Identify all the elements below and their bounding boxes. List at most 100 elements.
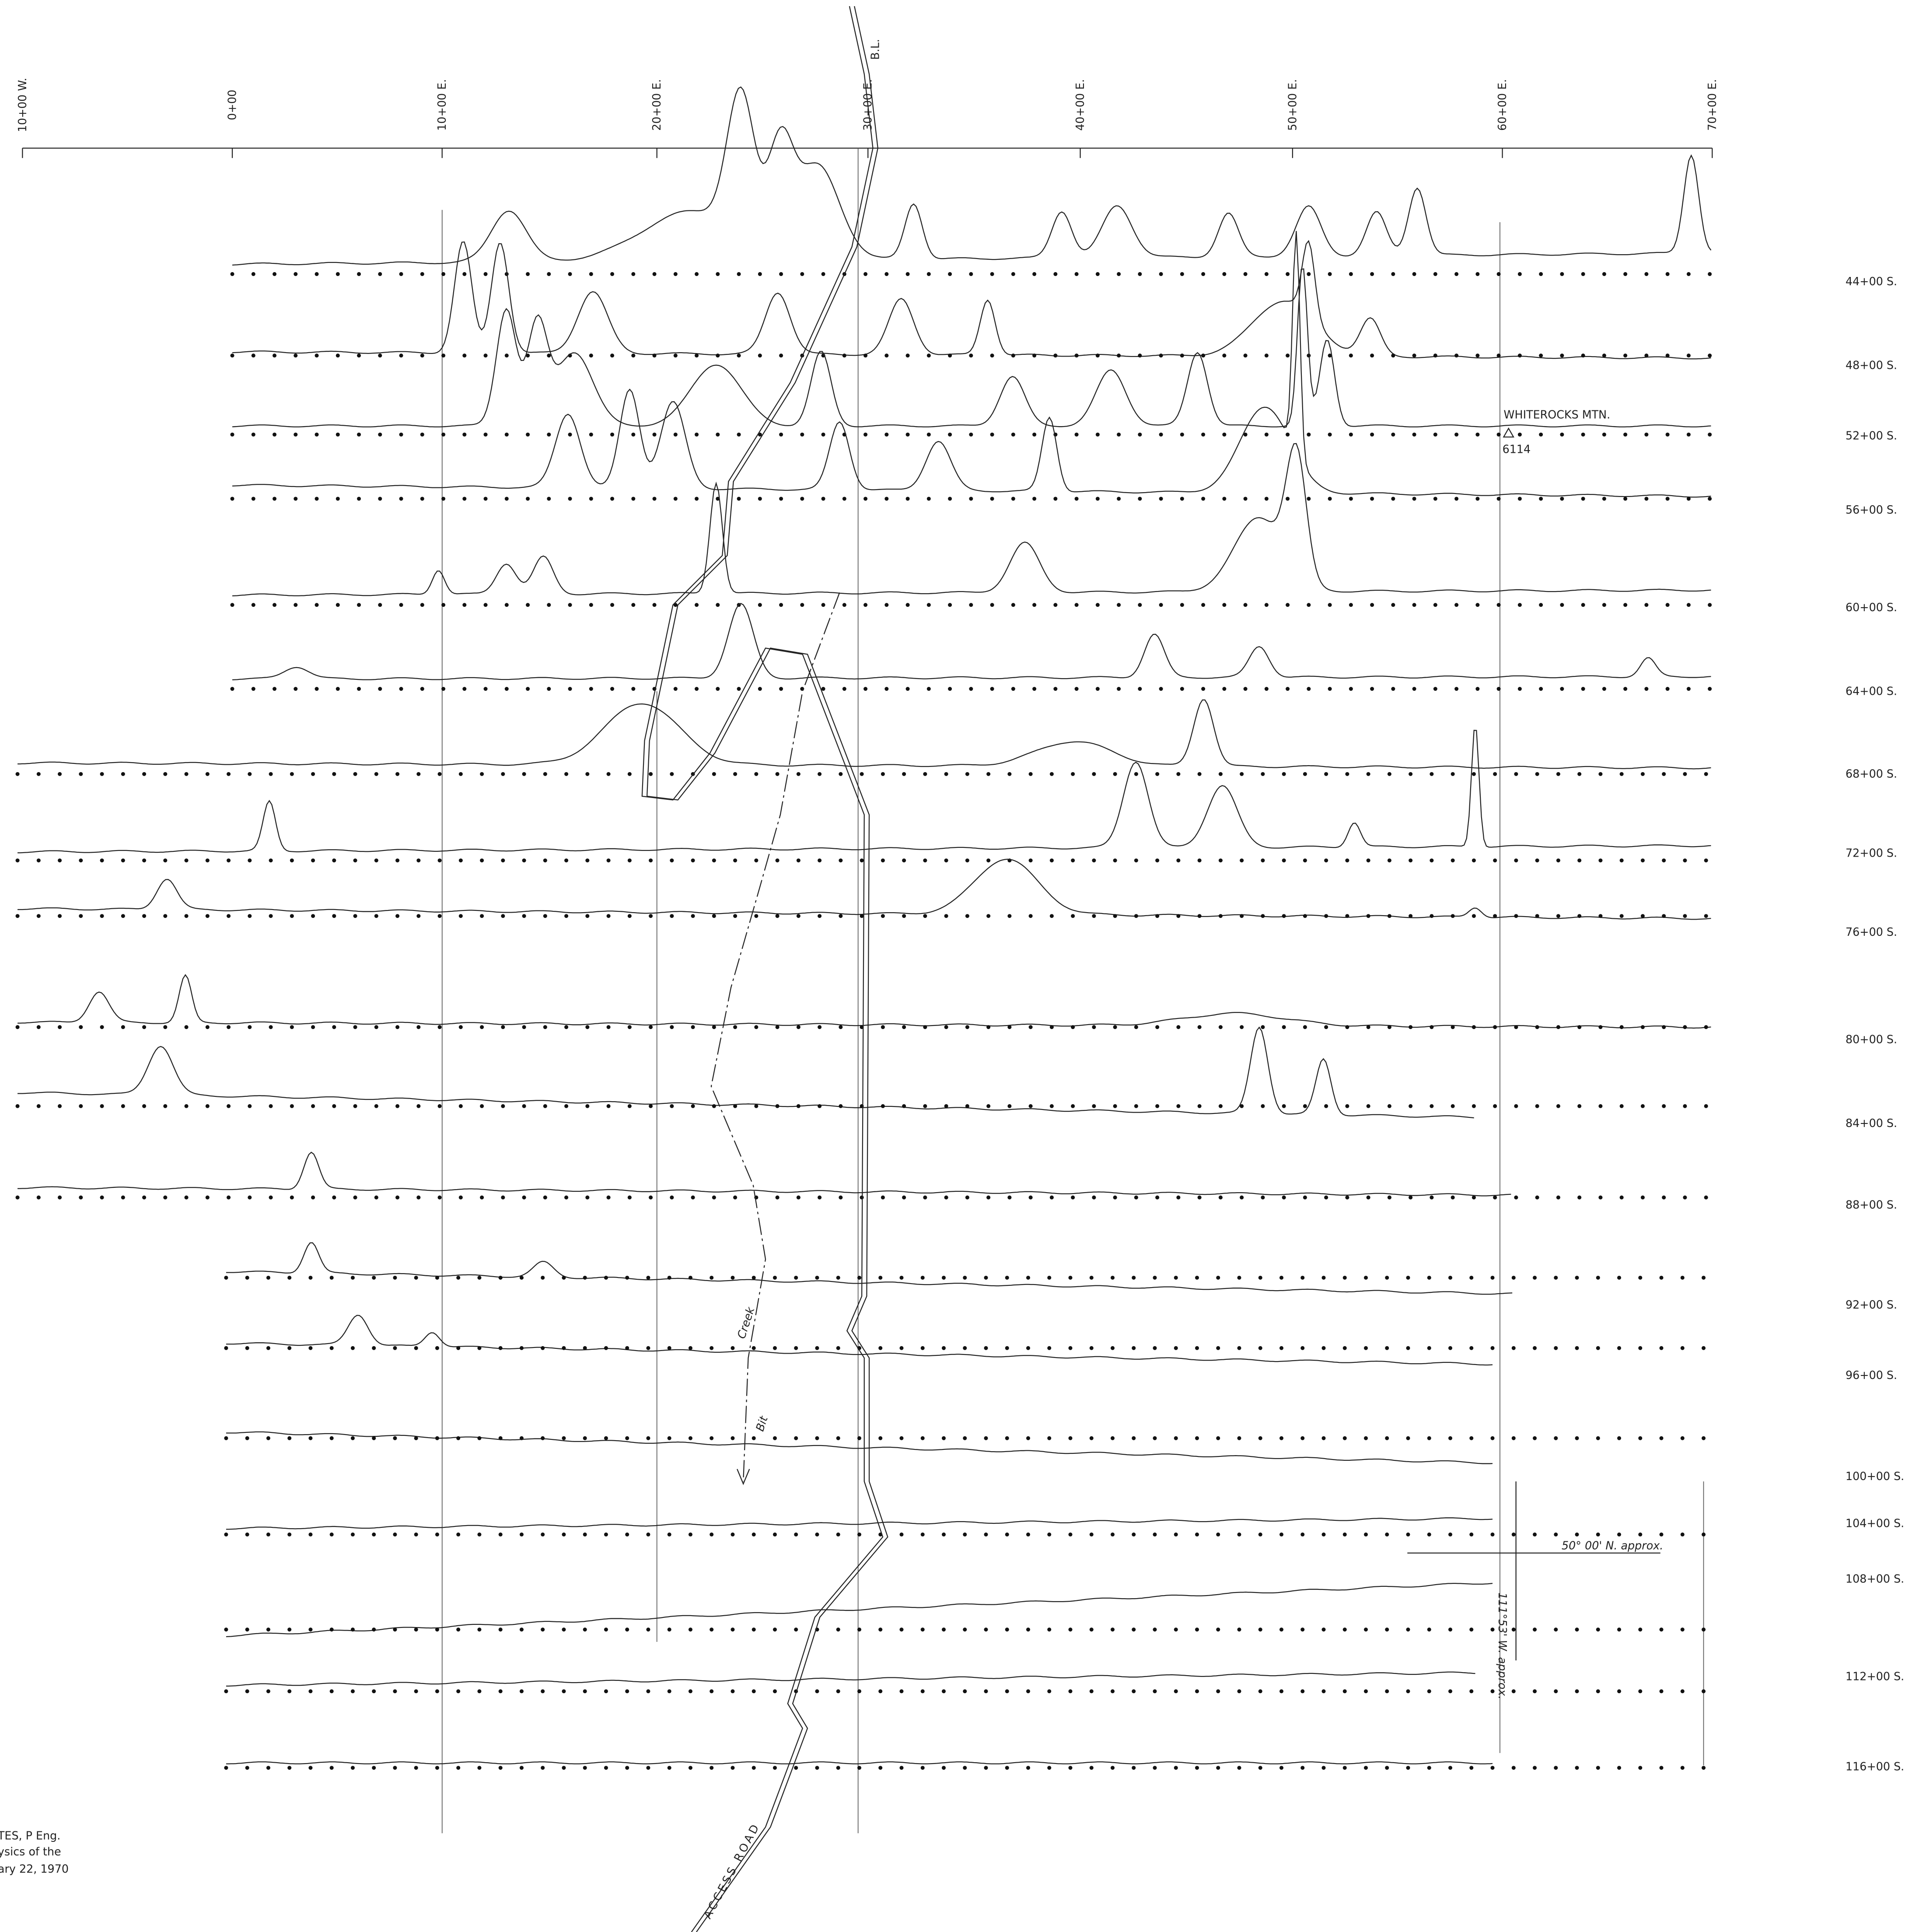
station-dot xyxy=(1517,687,1522,691)
station-dot xyxy=(688,1628,692,1632)
station-dot xyxy=(435,1436,439,1440)
station-dot xyxy=(1264,432,1269,437)
station-dot xyxy=(1575,1766,1579,1770)
station-dot xyxy=(944,858,948,863)
station-dot xyxy=(1028,914,1033,918)
station-dot xyxy=(754,858,759,863)
station-dot xyxy=(1391,272,1395,276)
station-dot xyxy=(772,1275,777,1280)
station-dot xyxy=(857,1766,861,1770)
station-dot xyxy=(251,687,255,691)
station-dot xyxy=(758,603,762,607)
station-dot xyxy=(667,1436,671,1440)
station-dot xyxy=(775,1025,779,1029)
station-dot xyxy=(1451,1195,1455,1200)
station-dot xyxy=(541,1436,545,1440)
station-dot xyxy=(1349,272,1353,276)
station-dot xyxy=(1448,1436,1453,1440)
station-dot xyxy=(1117,497,1121,501)
station-dot xyxy=(543,1104,547,1108)
station-dot xyxy=(1708,687,1712,691)
station-dot xyxy=(58,1104,62,1108)
station-dot xyxy=(1007,772,1012,776)
station-dot xyxy=(374,772,378,776)
station-dot xyxy=(857,1628,861,1632)
station-dot xyxy=(1201,432,1206,437)
line-label: 80+00 S. xyxy=(1846,1032,1897,1046)
station-dot xyxy=(562,1766,566,1770)
station-dot xyxy=(287,1436,292,1440)
station-dot xyxy=(416,1195,421,1200)
station-dot xyxy=(456,1628,461,1632)
line-label: 44+00 S. xyxy=(1846,275,1897,288)
station-dot xyxy=(1469,1532,1474,1536)
station-dot xyxy=(1680,1766,1685,1770)
station-dot xyxy=(1511,1532,1516,1536)
station-dot xyxy=(1324,772,1328,776)
station-dot xyxy=(1602,272,1606,276)
station-dot xyxy=(1258,1275,1262,1280)
station-dot xyxy=(547,603,551,607)
station-dot xyxy=(1134,1195,1138,1200)
station-dot xyxy=(585,1104,590,1108)
station-dot xyxy=(1132,1532,1136,1536)
station-dot xyxy=(772,1346,777,1350)
station-dot xyxy=(483,432,488,437)
station-dot xyxy=(1153,1766,1157,1770)
station-dot xyxy=(1708,603,1712,607)
station-dot xyxy=(1517,603,1522,607)
station-dot xyxy=(456,1532,461,1536)
line-label: 48+00 S. xyxy=(1846,359,1897,372)
station-dot xyxy=(1155,1195,1160,1200)
station-dot xyxy=(1324,914,1328,918)
station-dot xyxy=(1155,858,1160,863)
station-dot xyxy=(1387,858,1391,863)
station-dot xyxy=(350,1436,355,1440)
station-dot xyxy=(752,1628,756,1632)
station-dot xyxy=(589,272,593,276)
station-dot xyxy=(625,1346,629,1350)
station-dot xyxy=(627,914,632,918)
station-dot xyxy=(1095,603,1100,607)
station-dot xyxy=(695,603,699,607)
station-dot xyxy=(990,603,994,607)
station-dot xyxy=(1451,1025,1455,1029)
station-dot xyxy=(245,1766,249,1770)
station-dot xyxy=(1303,858,1307,863)
station-dot xyxy=(547,432,551,437)
station-dot xyxy=(1469,1346,1474,1350)
station-dot xyxy=(1095,687,1100,691)
station-dot xyxy=(944,1104,948,1108)
station-dot xyxy=(477,1275,482,1280)
station-dot xyxy=(1533,1628,1537,1632)
station-dot xyxy=(881,1025,885,1029)
line-label: 52+00 S. xyxy=(1846,429,1897,442)
station-dot xyxy=(1598,1025,1603,1029)
station-dot xyxy=(691,858,695,863)
station-dot xyxy=(1517,497,1522,501)
station-dot xyxy=(821,497,825,501)
station-dot xyxy=(1533,1532,1537,1536)
station-dot xyxy=(1448,1766,1453,1770)
station-dot xyxy=(673,497,678,501)
station-dot xyxy=(878,1689,883,1694)
profile-curve xyxy=(17,1152,1511,1197)
station-dot xyxy=(1385,1766,1389,1770)
station-dot xyxy=(1195,1628,1199,1632)
station-dot xyxy=(205,772,210,776)
station-dot xyxy=(963,1628,967,1632)
station-dot xyxy=(1596,1766,1600,1770)
station-dot xyxy=(652,354,657,358)
station-dot xyxy=(710,1532,714,1536)
station-dot xyxy=(1370,603,1374,607)
station-dot xyxy=(1619,1195,1624,1200)
station-dot xyxy=(1554,1689,1558,1694)
station-dot xyxy=(1659,1628,1664,1632)
station-dot xyxy=(1409,1104,1413,1108)
station-dot xyxy=(1472,1104,1476,1108)
station-dot xyxy=(1533,1346,1537,1350)
station-dot xyxy=(372,1436,376,1440)
station-dot xyxy=(1617,1436,1622,1440)
station-dot xyxy=(716,432,720,437)
station-dot xyxy=(758,354,762,358)
